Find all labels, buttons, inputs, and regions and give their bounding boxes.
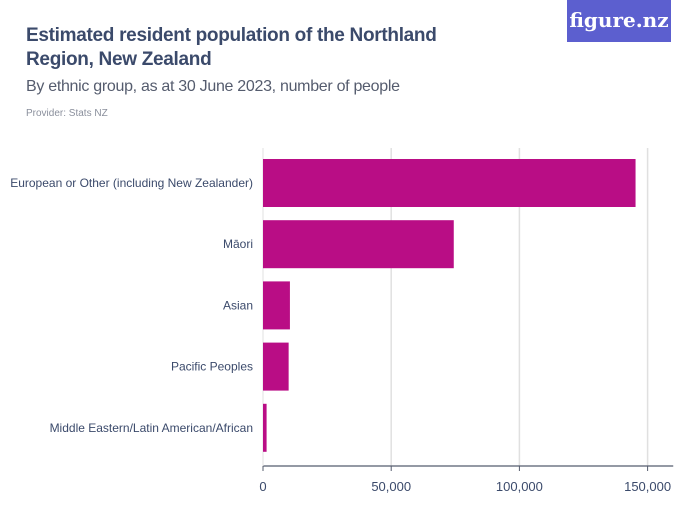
x-tick-label: 0 [259,479,266,494]
category-label: Pacific Peoples [171,360,253,374]
bar [263,220,454,269]
category-label: Middle Eastern/Latin American/African [50,421,253,435]
bar [263,281,290,330]
x-tick-label: 50,000 [371,479,411,494]
category-label: Asian [223,298,253,312]
chart-title: Estimated resident population of the Nor… [26,25,437,70]
category-label: Māori [223,237,253,251]
bar [263,403,267,452]
figure-nz-logo[interactable]: figure.nz [567,0,671,42]
bar [263,342,289,391]
chart-subtitle: By ethnic group, as at 30 June 2023, num… [26,78,400,95]
provider-label: Provider: Stats NZ [26,108,108,119]
x-tick-label: 100,000 [496,479,543,494]
category-label: European or Other (including New Zealand… [10,176,253,190]
x-tick-label: 150,000 [624,479,671,494]
bar [263,159,636,207]
